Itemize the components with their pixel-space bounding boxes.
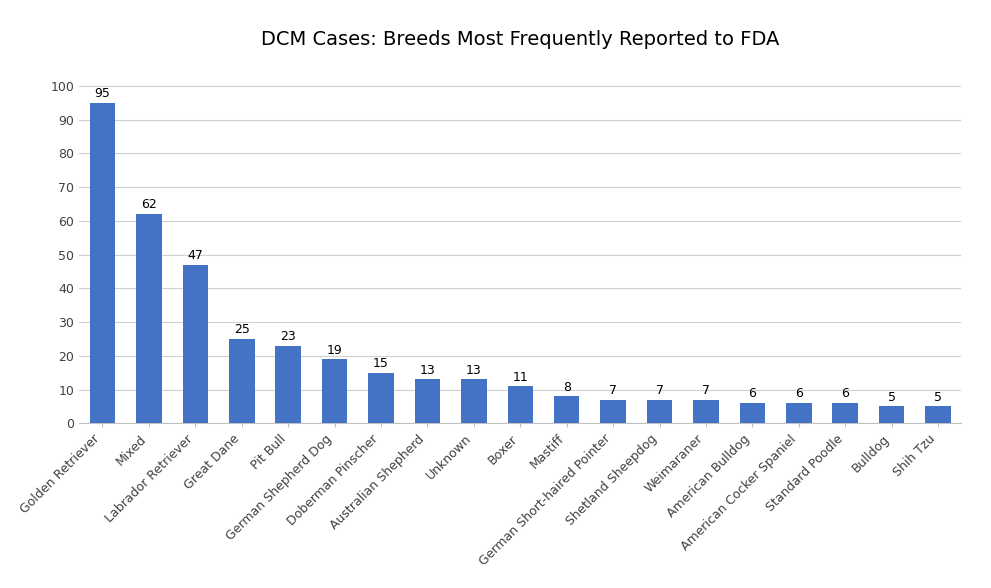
Text: 8: 8 (563, 380, 571, 393)
Bar (601, 400, 626, 423)
Bar (229, 339, 255, 423)
Text: 7: 7 (655, 384, 664, 397)
Text: 7: 7 (609, 384, 617, 397)
Text: 13: 13 (419, 364, 435, 377)
Bar (507, 386, 533, 423)
Bar (739, 403, 765, 423)
Bar (926, 406, 950, 423)
Text: 6: 6 (748, 387, 756, 400)
Text: 6: 6 (841, 387, 849, 400)
Text: 7: 7 (702, 384, 710, 397)
Text: 23: 23 (280, 330, 296, 343)
Text: 95: 95 (94, 87, 110, 100)
Text: 62: 62 (141, 198, 157, 211)
Title: DCM Cases: Breeds Most Frequently Reported to FDA: DCM Cases: Breeds Most Frequently Report… (261, 30, 780, 49)
Bar (322, 359, 348, 423)
Bar (554, 396, 580, 423)
Bar (879, 406, 905, 423)
Bar (647, 400, 672, 423)
Text: 11: 11 (512, 370, 528, 383)
Text: 19: 19 (327, 343, 343, 356)
Bar (182, 265, 208, 423)
Bar (90, 103, 115, 423)
Bar (786, 403, 812, 423)
Bar (832, 403, 858, 423)
Text: 6: 6 (795, 387, 803, 400)
Text: 5: 5 (935, 391, 942, 404)
Bar (461, 379, 487, 423)
Bar (414, 379, 440, 423)
Bar (275, 346, 301, 423)
Text: 5: 5 (888, 391, 896, 404)
Text: 13: 13 (466, 364, 482, 377)
Bar (369, 373, 393, 423)
Text: 25: 25 (234, 323, 250, 336)
Text: 47: 47 (187, 249, 203, 262)
Bar (693, 400, 718, 423)
Bar (136, 214, 162, 423)
Text: 15: 15 (373, 357, 388, 370)
